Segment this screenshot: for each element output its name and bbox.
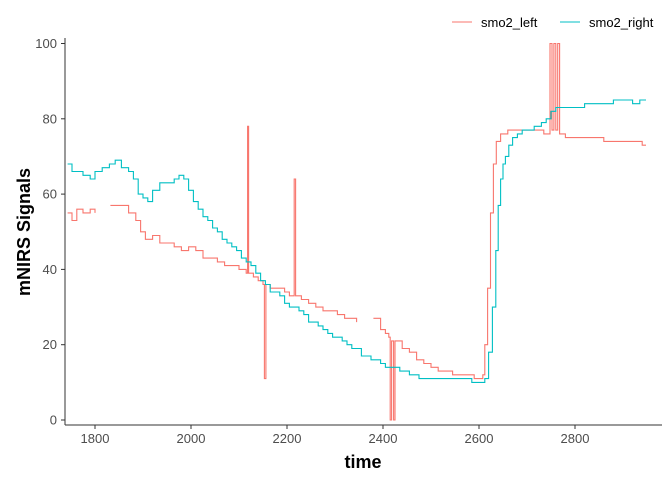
series-line-smo2-right <box>67 99 646 383</box>
series-line-smo2-left <box>67 42 646 421</box>
x-tick-label: 2200 <box>273 431 302 446</box>
x-axis-title: time <box>344 452 381 472</box>
y-axis-title: mNIRS Signals <box>14 168 34 296</box>
legend-label-smo2-left: smo2_left <box>481 15 538 30</box>
series-layer <box>67 42 646 421</box>
x-tick-label: 2400 <box>369 431 398 446</box>
x-tick-label: 2600 <box>465 431 494 446</box>
y-ticks: 0 20 40 60 80 100 <box>35 36 65 428</box>
y-tick-label: 40 <box>43 262 57 277</box>
x-tick-label: 1800 <box>81 431 110 446</box>
axes <box>64 38 662 426</box>
y-tick-label: 60 <box>43 187 57 202</box>
y-tick-label: 0 <box>50 413 57 428</box>
legend-label-smo2-right: smo2_right <box>589 15 654 30</box>
x-ticks: 1800 2000 2200 2400 2600 2800 <box>81 425 590 446</box>
legend: smo2_left smo2_right <box>452 15 654 30</box>
y-tick-label: 20 <box>43 337 57 352</box>
y-tick-label: 100 <box>35 36 57 51</box>
y-tick-label: 80 <box>43 111 57 126</box>
x-tick-label: 2800 <box>561 431 590 446</box>
x-tick-label: 2000 <box>177 431 206 446</box>
